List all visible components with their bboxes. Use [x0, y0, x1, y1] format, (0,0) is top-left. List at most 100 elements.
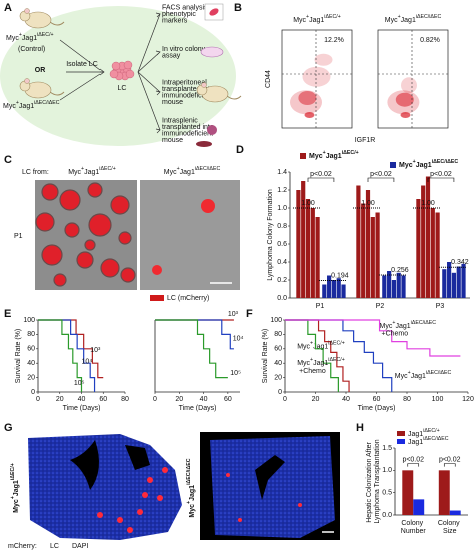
- significance-bracket: [307, 177, 335, 182]
- mouse-tail: [49, 91, 65, 96]
- facs-icon-dots: [209, 8, 219, 16]
- spleen-icon: [207, 125, 217, 135]
- legend-swatch: [300, 153, 306, 159]
- mean-label: 1.00: [421, 200, 435, 207]
- bar: [365, 190, 371, 298]
- or-label: OR: [35, 67, 46, 74]
- y-tick-label: 1.5: [382, 445, 392, 452]
- x-tick-label: 120: [462, 396, 474, 403]
- bar: [387, 271, 392, 298]
- axis-label: CD44: [265, 70, 272, 88]
- y-axis-label: Survival Rate (%): [262, 329, 269, 383]
- panel-label: E: [4, 308, 11, 320]
- axis-label: IGF1R: [355, 137, 376, 144]
- bar: [361, 203, 366, 298]
- x-axis-label: Time (Days): [63, 405, 101, 412]
- density: [401, 77, 417, 94]
- bar: [382, 275, 387, 298]
- genotype-label: Myc+Jag1iΔEC/+: [6, 32, 54, 41]
- legend-swatch: [397, 431, 405, 436]
- survival-curve: [285, 319, 461, 357]
- bar: [456, 266, 461, 298]
- y-tick-label: 0.2: [277, 277, 287, 284]
- lc-cell: [111, 61, 121, 71]
- y-tick-label: 0.6: [277, 241, 287, 248]
- series-label: Myc+Jag1iΔEC/iΔEC: [395, 371, 452, 380]
- y-tick-label: 0.0: [382, 512, 392, 519]
- survival-curve: [38, 319, 96, 392]
- bar: [327, 275, 332, 298]
- outcome-label: Intraperitoneal transplanted into immuno…: [162, 79, 216, 106]
- panel-label: G: [4, 422, 13, 434]
- bar: [430, 208, 435, 298]
- x-tick-label: 0: [153, 396, 157, 403]
- legend-swatch: [390, 162, 396, 168]
- survival-curve: [155, 319, 234, 350]
- y-tick-label: 60: [274, 346, 282, 353]
- density: [400, 112, 411, 118]
- bar: [413, 499, 425, 515]
- x-tick-label: 60: [224, 396, 232, 403]
- colony: [59, 189, 81, 211]
- y-tick-label: 100: [23, 317, 35, 324]
- colony: [120, 267, 136, 283]
- x-tick-label: 60: [99, 396, 107, 403]
- lymphoma-focus: [147, 477, 153, 483]
- series-label: 10⁴: [82, 359, 93, 366]
- p-value: p<0.02: [402, 456, 424, 463]
- colony: [84, 239, 96, 251]
- x-tick-label: 60: [373, 396, 381, 403]
- y-tick-label: 0: [31, 389, 35, 396]
- survival-curve: [285, 319, 339, 392]
- tissue: [210, 436, 335, 538]
- legend-label: Jag1iΔEC/+: [408, 428, 440, 437]
- colony: [53, 273, 67, 287]
- outcome-label: In vitro colony assay: [162, 46, 207, 60]
- x-tick-label: 20: [175, 396, 183, 403]
- lymphoma-focus: [162, 467, 168, 473]
- bar: [391, 280, 397, 298]
- x-tick-label: 80: [403, 396, 411, 403]
- mean-label: 0.342: [451, 259, 469, 266]
- plot-frame: [377, 29, 449, 129]
- image-title: Myc+Jag1iΔEC/iΔEC: [164, 166, 221, 175]
- survival-curve: [38, 319, 83, 392]
- colony: [64, 222, 80, 238]
- legend-swatch: [397, 439, 405, 444]
- row-prefix: LC from:: [22, 169, 49, 176]
- bar: [396, 272, 401, 298]
- gate-percent: 12.2%: [324, 37, 344, 44]
- lymphoma-focus: [117, 517, 123, 523]
- panel-label: B: [234, 2, 242, 14]
- colony: [88, 213, 112, 237]
- mean-label: 0.194: [331, 272, 349, 279]
- y-tick-label: 1.0: [277, 205, 287, 212]
- bar: [331, 280, 337, 298]
- y-tick-label: 60: [27, 346, 35, 353]
- bar: [315, 217, 320, 298]
- series-label: 10⁴: [233, 336, 244, 343]
- legend-label: LC (mCherry): [167, 295, 209, 302]
- mean-label: 0.256: [391, 267, 409, 274]
- legend-label: LC: [50, 543, 59, 550]
- panel-label: F: [246, 308, 253, 320]
- lc-cell: [109, 69, 119, 79]
- density: [304, 112, 315, 118]
- bar: [447, 262, 452, 298]
- survival-curve: [285, 319, 393, 392]
- bar: [461, 263, 466, 298]
- density: [302, 66, 331, 87]
- legend-label: Jag1iΔEC/iΔEC: [408, 436, 449, 445]
- lc-cell: [125, 69, 135, 79]
- colony: [110, 195, 130, 215]
- colony: [100, 258, 120, 278]
- arrow: [137, 71, 161, 134]
- x-tick-label: P2: [376, 303, 385, 310]
- lymphoma-focus: [298, 503, 302, 507]
- colony: [35, 212, 55, 232]
- colony: [201, 199, 215, 213]
- arrow: [66, 68, 105, 76]
- p-value: p<0.02: [310, 171, 332, 178]
- arrow: [137, 71, 161, 96]
